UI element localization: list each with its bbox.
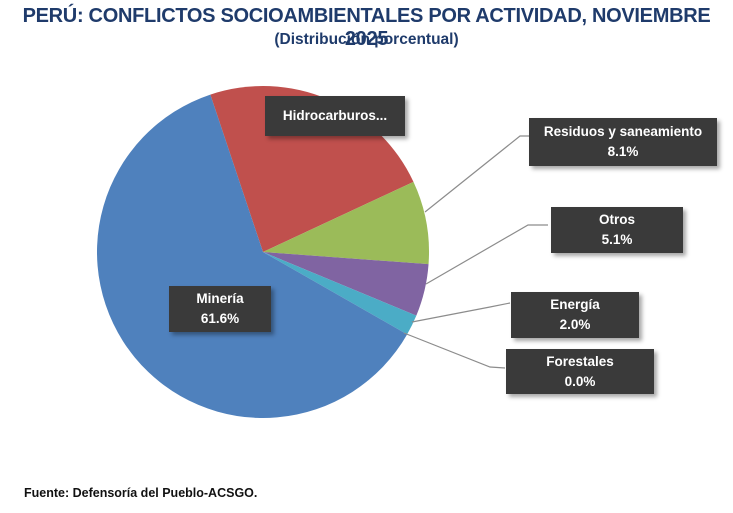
label-hidrocarburos: Hidrocarburos... <box>265 96 405 136</box>
label-otros-name: Otros <box>598 212 635 227</box>
label-mineria-value: 61.6% <box>200 311 240 326</box>
label-forestales: Forestales 0.0% <box>506 349 654 394</box>
label-hidrocarburos-name: Hidrocarburos... <box>282 108 388 123</box>
label-forestales-name: Forestales <box>546 353 614 369</box>
chart-subtitle: (Distribución porcentual) <box>274 31 459 48</box>
leader-line-energia <box>411 302 511 323</box>
label-energia-name: Energía <box>550 297 600 312</box>
label-residuos-value: 8.1% <box>607 144 639 159</box>
pie-slice-otros <box>263 252 429 316</box>
label-mineria: Minería 61.6% <box>169 286 271 332</box>
leader-lines <box>403 135 548 369</box>
label-energia-value: 2.0% <box>559 317 591 332</box>
label-residuos-name: Residuos y saneamiento <box>543 124 703 139</box>
label-otros: Otros 5.1% <box>551 207 683 253</box>
leader-line-forestales <box>403 332 506 369</box>
label-residuos: Residuos y saneamiento 8.1% <box>529 118 717 166</box>
pie-slice-residuos-y-saneamiento <box>263 181 429 265</box>
pie-slices <box>96 86 429 419</box>
leader-line-residuos <box>424 135 530 213</box>
label-mineria-name: Minería <box>196 291 244 306</box>
chart-title: PERÚ: CONFLICTOS SOCIOAMBIENTALES POR AC… <box>22 5 711 50</box>
label-energia: Energía 2.0% <box>511 292 639 338</box>
pie-slice-energ-a <box>263 252 417 335</box>
pie-slice-miner-a <box>96 94 408 419</box>
leader-line-otros <box>425 224 548 285</box>
label-forestales-value: 0.0% <box>564 373 596 389</box>
source-note: Fuente: Defensoría del Pueblo-ACSGO. <box>24 486 258 500</box>
label-otros-value: 5.1% <box>601 232 633 247</box>
